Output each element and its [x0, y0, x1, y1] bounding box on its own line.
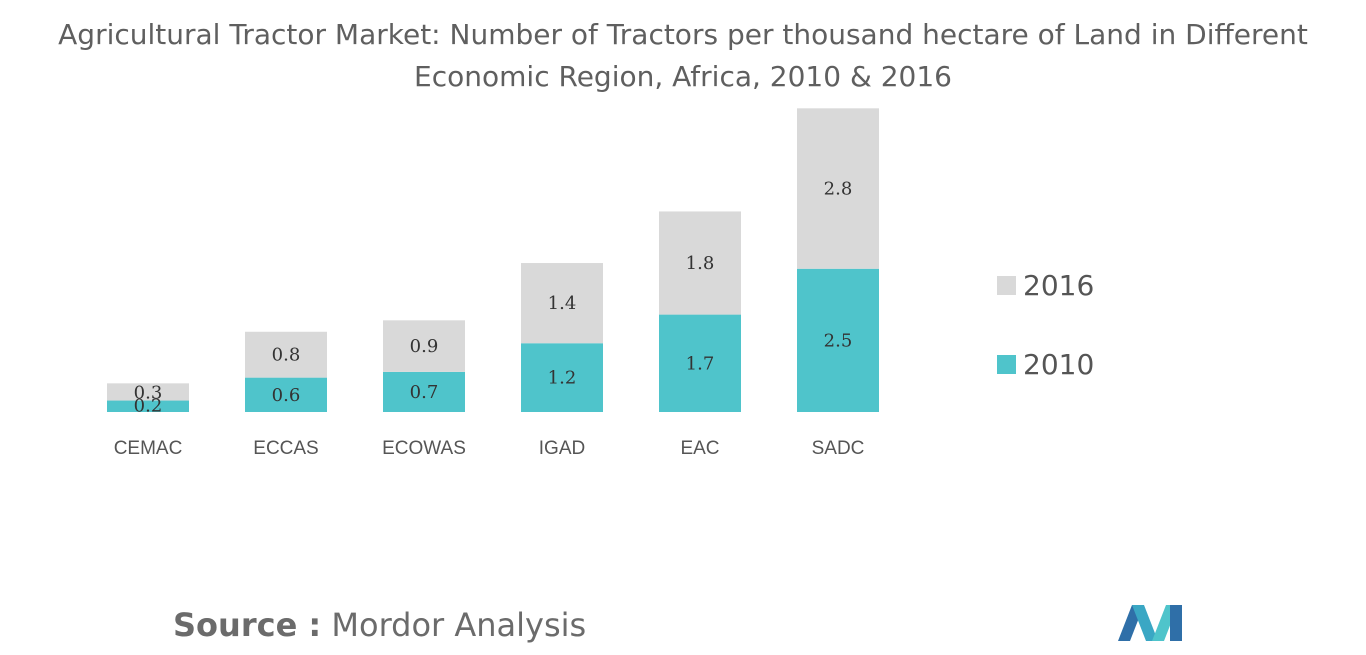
- data-label-2016-eccas: 0.8: [272, 345, 301, 366]
- bar-2016-ecowas: [383, 320, 465, 372]
- source-note: Source : Mordor Analysis: [173, 606, 586, 644]
- x-tick-label-cemac: CEMAC: [114, 438, 183, 459]
- bar-2016-eac: [659, 211, 741, 315]
- chart-title-line-1: Agricultural Tractor Market: Number of T…: [58, 18, 1308, 51]
- x-tick-label-eac: EAC: [680, 438, 719, 459]
- data-label-2016-cemac: 0.3: [134, 382, 163, 403]
- source-text: Mordor Analysis: [331, 606, 587, 644]
- bar-2016-eccas: [245, 331, 327, 378]
- bar-2010-cemac: [107, 400, 189, 412]
- bar-2016-cemac: [107, 383, 189, 401]
- bar-2010-eccas: [245, 377, 327, 412]
- chart-title: Agricultural Tractor Market: Number of T…: [0, 14, 1366, 98]
- source-label: Source :: [173, 606, 322, 644]
- data-label-2010-ecowas: 0.7: [410, 382, 439, 403]
- data-label-2016-ecowas: 0.9: [410, 336, 439, 357]
- data-label-2016-igad: 1.4: [548, 293, 577, 314]
- data-label-2010-cemac: 0.2: [134, 396, 163, 417]
- x-tick-label-eccas: ECCAS: [253, 438, 318, 459]
- stacked-bar-chart: 0.20.3 CEMAC 0.6 0.8 ECCAS 0.7 0.9 ECOWAS 1.2 1.4…: [107, 108, 1094, 459]
- bar-2010-ecowas: [383, 371, 465, 412]
- data-label-2010-eccas: 0.6: [272, 385, 301, 406]
- x-tick-label-ecowas: ECOWAS: [382, 438, 466, 459]
- chart-title-line-2: Economic Region, Africa, 2010 & 2016: [414, 60, 952, 93]
- data-label-2016-sadc: 2.8: [824, 179, 853, 200]
- legend-swatch-2016: [997, 276, 1016, 295]
- x-tick-label-sadc: SADC: [812, 438, 865, 459]
- data-label-2010-eac: 1.7: [686, 353, 715, 374]
- bar-2016-sadc: [797, 108, 879, 269]
- bar-2016-igad: [521, 263, 603, 344]
- data-label-2016-eac: 1.8: [686, 253, 715, 274]
- bar-2010-sadc: [797, 268, 879, 412]
- data-label-2010-sadc: 2.5: [824, 330, 853, 351]
- bar-2010-eac: [659, 314, 741, 412]
- legend-swatch-2010: [997, 355, 1016, 374]
- x-tick-label-igad: IGAD: [539, 438, 585, 459]
- bar-2010-igad: [521, 343, 603, 412]
- mordor-logo: [1118, 605, 1182, 641]
- legend-label-2016: 2016: [1023, 269, 1094, 302]
- data-label-2010-igad: 1.2: [548, 368, 577, 389]
- legend-label-2010: 2010: [1023, 348, 1094, 381]
